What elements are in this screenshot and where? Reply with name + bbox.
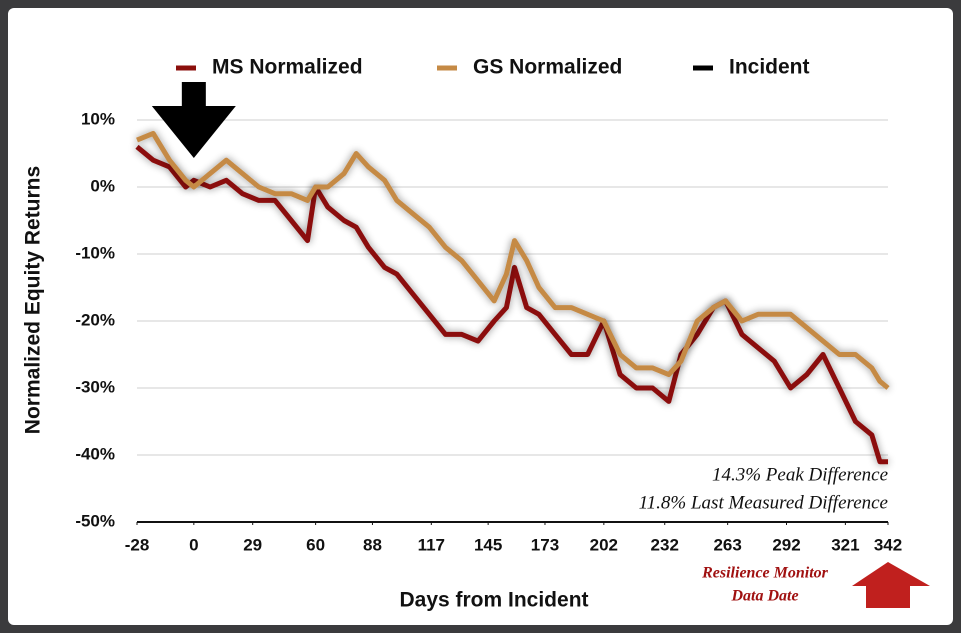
x-tick-label: 145 [474,535,502,554]
y-tick-label: 0% [90,176,115,195]
x-tick-label: 173 [531,535,559,554]
x-tick-label: -28 [125,535,150,554]
x-axis-label: Days from Incident [399,589,588,612]
y-tick-label: 10% [81,109,115,128]
series-line [136,130,890,390]
x-tick-label: 202 [590,535,618,554]
x-tick-label: 0 [189,535,198,554]
x-tick-label: 88 [363,535,382,554]
x-tick-label: 29 [243,535,262,554]
y-axis-label: Normalized Equity Returns [22,166,45,434]
data-date-note: Resilience Monitor [701,565,829,582]
y-tick-label: -10% [75,243,115,262]
x-tick-label: 263 [713,535,741,554]
panel [8,8,953,625]
annotation: 11.8% Last Measured Difference [639,492,888,513]
y-tick-label: -40% [75,444,115,463]
x-tick-label: 117 [418,535,445,554]
x-tick-label: 321 [831,535,859,554]
x-tick-label: 232 [651,535,679,554]
data-date-note: Data Date [730,588,798,605]
data-date-arrow [852,562,930,608]
y-tick-label: -20% [75,310,115,329]
y-tick-label: -30% [75,377,115,396]
y-tick-label: -50% [75,511,115,530]
x-tick-label: 292 [772,535,800,554]
legend-label: Incident [729,56,810,79]
incident-arrow [151,82,236,158]
legend-label: MS Normalized [212,56,363,79]
x-tick-label: 342 [874,535,902,554]
legend-label: GS Normalized [473,56,622,79]
series-line [135,144,888,465]
annotation: 14.3% Peak Difference [712,464,888,485]
x-tick-label: 60 [306,535,325,554]
